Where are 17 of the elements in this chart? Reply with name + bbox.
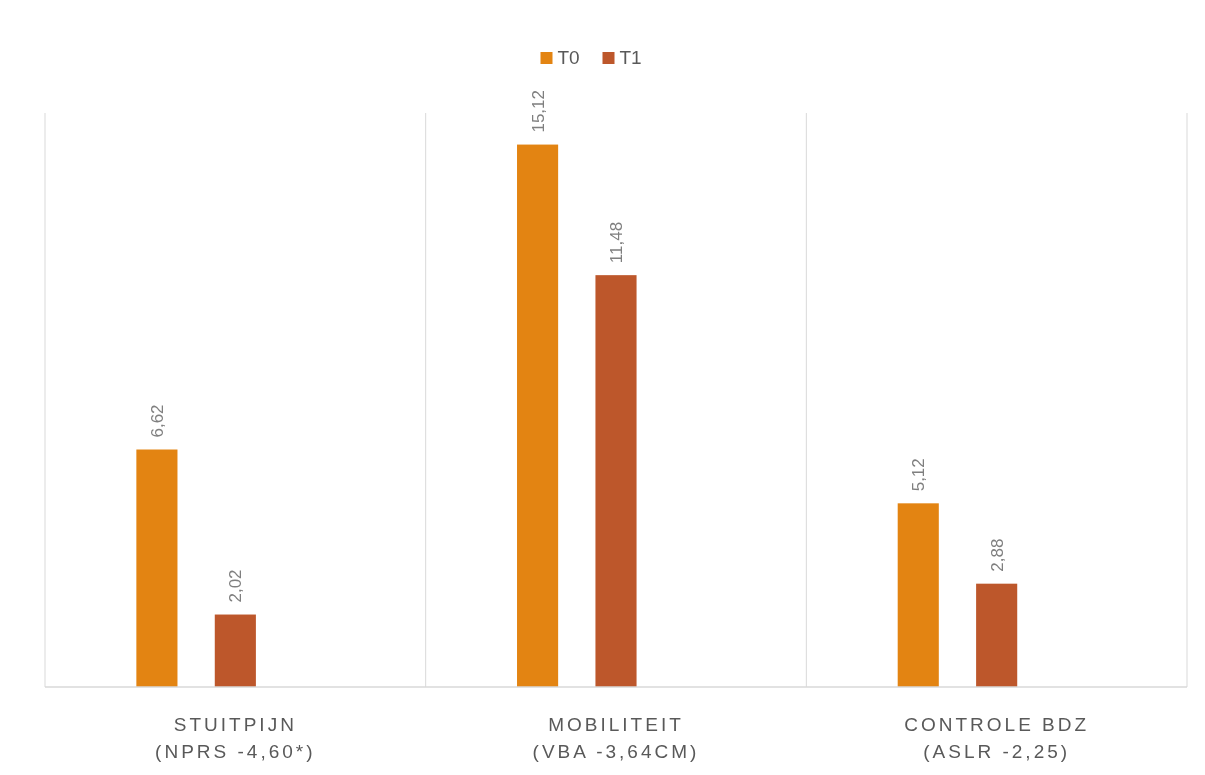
data-label: 6,62	[147, 404, 167, 438]
data-label: 2,88	[987, 538, 1007, 572]
legend-label: T0	[557, 47, 580, 68]
bar	[595, 275, 637, 687]
data-label: 2,02	[226, 569, 246, 603]
x-tick-label: STUITPIJN (NPRS -4,60*)	[155, 714, 316, 762]
bar	[214, 614, 256, 687]
bar	[897, 503, 939, 687]
x-tick-label: MOBILITEIT (VBA -3,64CM)	[532, 714, 700, 762]
data-label: 15,12	[528, 90, 548, 133]
x-tick-label: CONTROLE BDZ (ASLR -2,25)	[904, 714, 1090, 762]
bar	[976, 583, 1018, 687]
data-label: 5,12	[909, 458, 929, 492]
data-label: 11,48	[607, 221, 626, 264]
legend-label: T1	[619, 47, 642, 68]
bar	[517, 144, 559, 687]
bar	[136, 449, 178, 687]
